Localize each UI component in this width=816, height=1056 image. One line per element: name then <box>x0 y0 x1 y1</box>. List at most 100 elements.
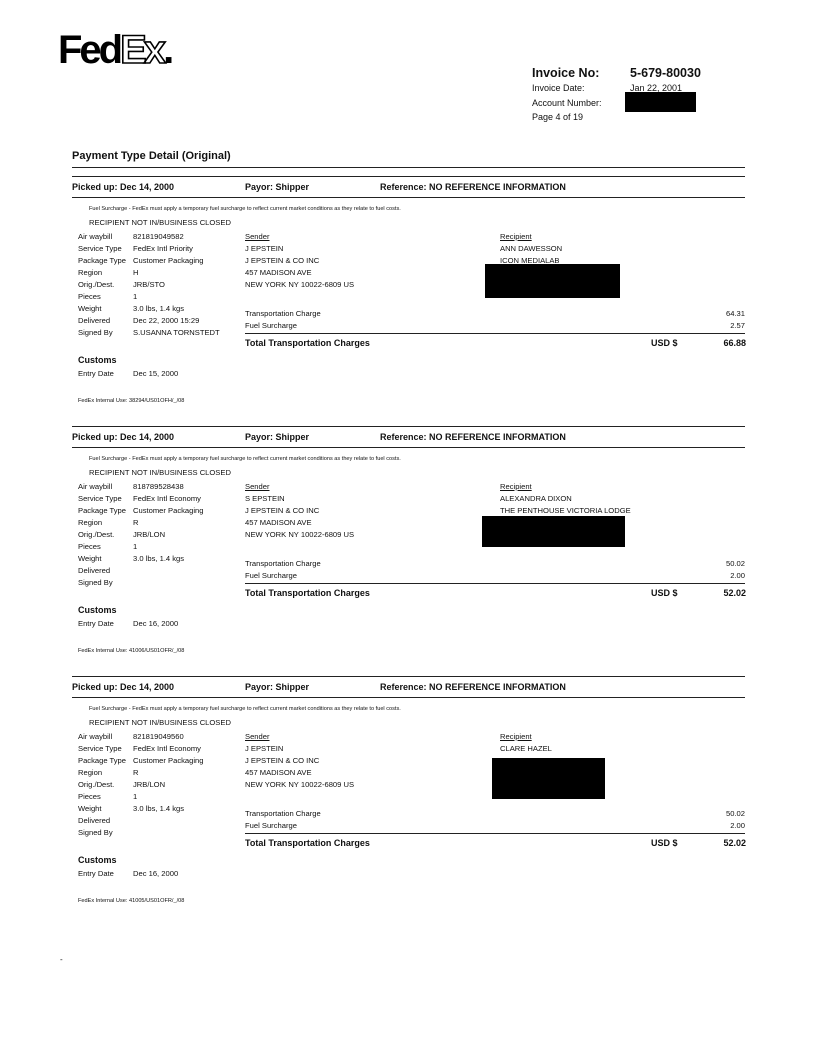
divider <box>245 333 745 334</box>
delivery-note: RECIPIENT NOT IN/BUSINESS CLOSED <box>89 468 231 477</box>
transportation-charge-label: Transportation Charge <box>245 559 321 568</box>
pieces-label: Pieces <box>78 292 101 301</box>
signed-by: S.USANNA TORNSTEDT <box>133 328 220 337</box>
divider <box>72 447 745 448</box>
package-type-label: Package Type <box>78 256 126 265</box>
fuel-surcharge-amount: 2.57 <box>730 321 745 330</box>
invoice-date-label: Invoice Date: <box>532 83 585 93</box>
delivery-note: RECIPIENT NOT IN/BUSINESS CLOSED <box>89 718 231 727</box>
fuel-surcharge-label: Fuel Surcharge <box>245 571 297 580</box>
fuel-surcharge-amount: 2.00 <box>730 821 745 830</box>
sender-line: NEW YORK NY 10022-6809 US <box>245 530 355 539</box>
delivered: Dec 22, 2000 15:29 <box>133 316 200 325</box>
pieces-label: Pieces <box>78 792 101 801</box>
service-type-label: Service Type <box>78 494 122 503</box>
region-label: Region <box>78 768 103 777</box>
total-label: Total Transportation Charges <box>245 588 370 598</box>
air-waybill: 818789528438 <box>133 482 184 491</box>
currency: USD $ <box>651 338 678 348</box>
transportation-charge-label: Transportation Charge <box>245 809 321 818</box>
transportation-charge-label: Transportation Charge <box>245 309 321 318</box>
package-type: Customer Packaging <box>133 756 204 765</box>
page-indicator: Page 4 of 19 <box>532 112 584 122</box>
divider <box>245 583 745 584</box>
orig-dest: JRB/LON <box>133 780 166 789</box>
redacted-account-number <box>625 92 696 112</box>
entry-date: Dec 15, 2000 <box>133 369 179 378</box>
transportation-charge-amount: 50.02 <box>725 809 745 818</box>
picked-up: Picked up: Dec 14, 2000 <box>72 182 175 192</box>
shipment-section: Picked up: Dec 14, 2000 Payor: Shipper R… <box>0 676 816 926</box>
divider <box>245 833 745 834</box>
pieces: 1 <box>133 792 138 801</box>
picked-up: Picked up: Dec 14, 2000 <box>72 432 175 442</box>
fuel-surcharge-note: Fuel Surcharge - FedEx must apply a temp… <box>89 206 401 212</box>
region: R <box>133 768 139 777</box>
entry-date: Dec 16, 2000 <box>133 619 179 628</box>
total-amount: 66.88 <box>723 338 746 348</box>
invoice-date: Jan 22, 2001 <box>630 83 683 93</box>
sender-line: J EPSTEIN & CO INC <box>245 506 320 515</box>
entry-date-label: Entry Date <box>78 869 114 878</box>
fuel-surcharge-note: Fuel Surcharge - FedEx must apply a temp… <box>89 706 401 712</box>
internal-use: FedEx Internal Use: 41006/US01OFR/_/08 <box>78 648 185 654</box>
sender-heading: Sender <box>245 482 270 491</box>
currency: USD $ <box>651 838 678 848</box>
recipient-line: THE PENTHOUSE VICTORIA LODGE <box>500 506 631 515</box>
recipient-heading: Recipient <box>500 482 532 491</box>
delivered-label: Delivered <box>78 566 111 575</box>
divider <box>72 176 745 177</box>
page-title: Payment Type Detail (Original) <box>72 150 231 162</box>
service-type-label: Service Type <box>78 744 122 753</box>
region: R <box>133 518 139 527</box>
sender-line: NEW YORK NY 10022-6809 US <box>245 280 355 289</box>
sender-line: J EPSTEIN <box>245 244 284 253</box>
entry-date: Dec 16, 2000 <box>133 869 179 878</box>
shipment-section: Picked up: Dec 14, 2000 Payor: Shipper R… <box>0 176 816 426</box>
customs-heading: Customs <box>78 605 117 615</box>
package-type: Customer Packaging <box>133 506 204 515</box>
account-number-label: Account Number: <box>532 98 602 108</box>
orig-dest-label: Orig./Dest. <box>78 780 115 789</box>
region: H <box>133 268 139 277</box>
weight-label: Weight <box>78 554 102 563</box>
reference: Reference: NO REFERENCE INFORMATION <box>380 182 566 192</box>
recipient-line: ANN DAWESSON <box>500 244 563 253</box>
air-waybill-label: Air waybill <box>78 732 113 741</box>
currency: USD $ <box>651 588 678 598</box>
orig-dest-label: Orig./Dest. <box>78 530 115 539</box>
logo-fed: Fed <box>58 28 123 72</box>
service-type: FedEx Intl Economy <box>133 744 201 753</box>
air-waybill-label: Air waybill <box>78 482 113 491</box>
invoice-no-label: Invoice No: <box>532 66 600 80</box>
sender-line: J EPSTEIN & CO INC <box>245 756 320 765</box>
package-type: Customer Packaging <box>133 256 204 265</box>
sender-line: J EPSTEIN <box>245 744 284 753</box>
divider <box>72 676 745 677</box>
orig-dest-label: Orig./Dest. <box>78 280 115 289</box>
internal-use: FedEx Internal Use: 41005/US01OFR/_/08 <box>78 898 185 904</box>
redacted-recipient-address <box>482 516 625 547</box>
transportation-charge-amount: 50.02 <box>725 559 745 568</box>
total-label: Total Transportation Charges <box>245 838 370 848</box>
sender-heading: Sender <box>245 732 270 741</box>
sender-line: S EPSTEIN <box>245 494 285 503</box>
redacted-recipient-address <box>485 264 620 298</box>
sender-line: 457 MADISON AVE <box>245 768 312 777</box>
entry-date-label: Entry Date <box>78 369 114 378</box>
footer-mark: - <box>60 955 63 964</box>
orig-dest: JRB/LON <box>133 530 166 539</box>
sender-line: 457 MADISON AVE <box>245 518 312 527</box>
package-type-label: Package Type <box>78 756 126 765</box>
transportation-charge-amount: 64.31 <box>725 309 745 318</box>
payor: Payor: Shipper <box>245 682 310 692</box>
invoice-no: 5-679-80030 <box>630 66 701 80</box>
sender-line: 457 MADISON AVE <box>245 268 312 277</box>
pieces: 1 <box>133 542 138 551</box>
entry-date-label: Entry Date <box>78 619 114 628</box>
payor: Payor: Shipper <box>245 182 310 192</box>
divider <box>72 197 745 198</box>
region-label: Region <box>78 518 103 527</box>
weight: 3.0 lbs, 1.4 kgs <box>133 304 185 313</box>
picked-up: Picked up: Dec 14, 2000 <box>72 682 175 692</box>
